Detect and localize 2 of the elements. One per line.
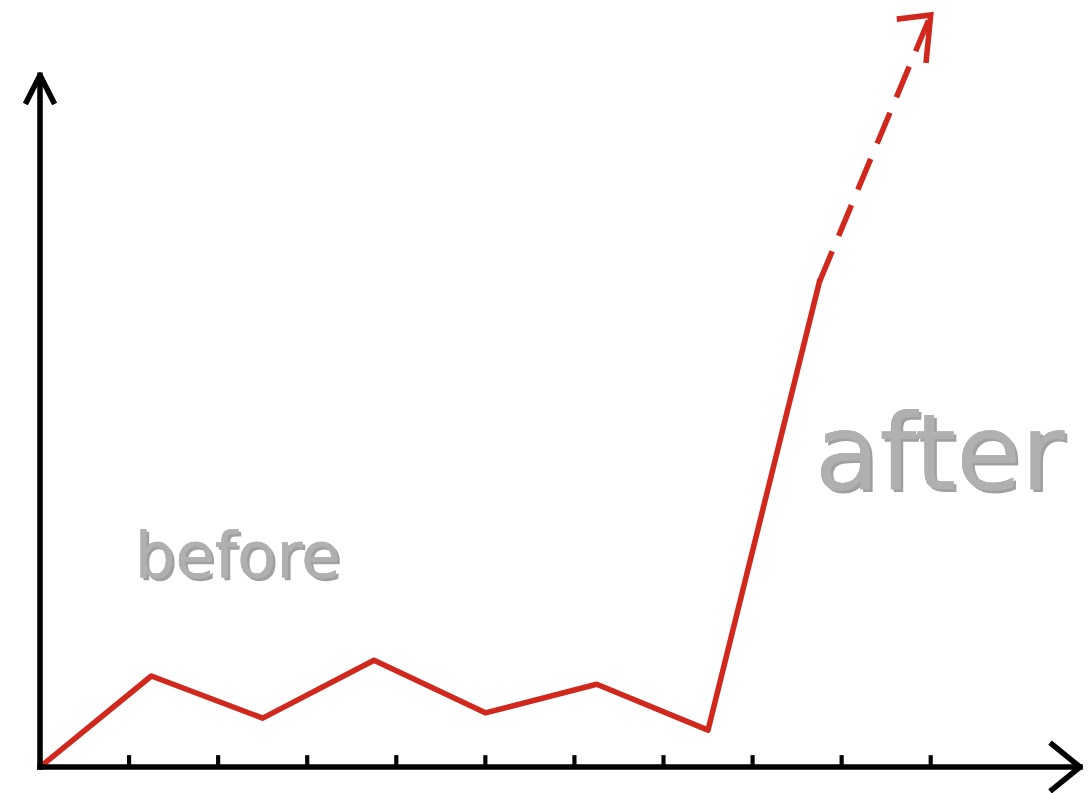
annotation: after xyxy=(821,409,1068,494)
annotation: before xyxy=(140,528,340,582)
